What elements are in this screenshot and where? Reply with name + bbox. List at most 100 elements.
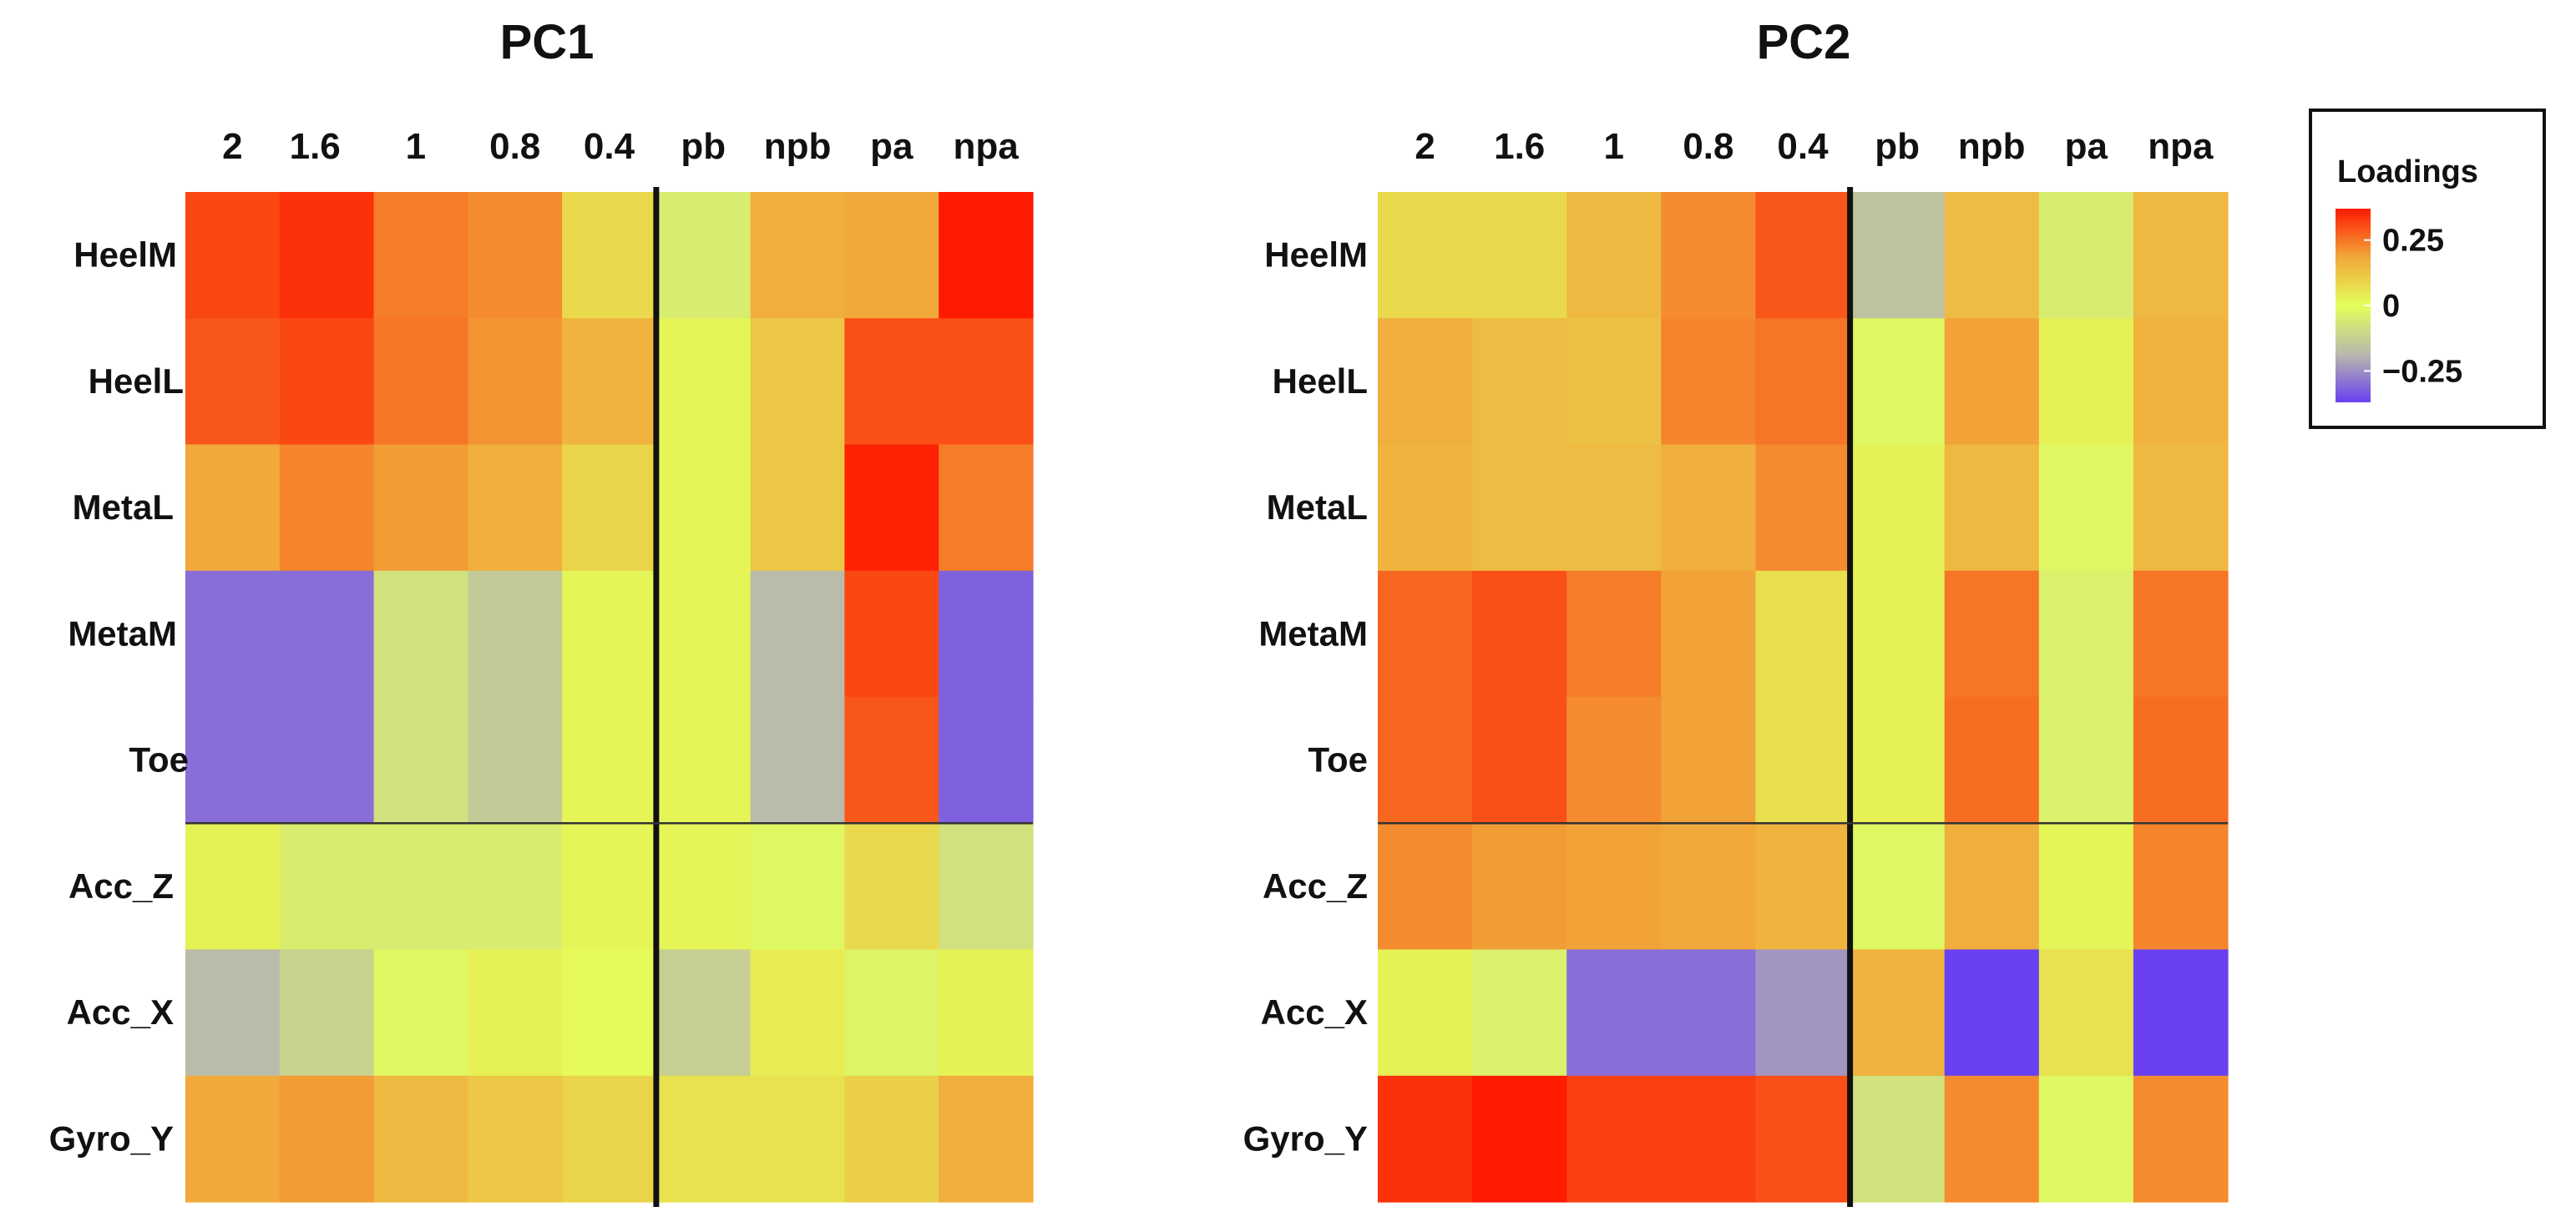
heatmap-cell <box>562 318 657 446</box>
heatmap-cell <box>939 570 1034 698</box>
column-label: 0.8 <box>1683 126 1733 167</box>
heatmap-cell <box>1661 444 1756 572</box>
row-label: Acc_X <box>1261 992 1368 1032</box>
heatmap-cell <box>1944 823 2040 951</box>
column-label: npa <box>953 126 1019 167</box>
heatmap-cells <box>1378 192 2229 1203</box>
heatmap-cell <box>1850 697 1946 824</box>
heatmap-cell <box>2038 823 2134 951</box>
heatmap-cell <box>279 1075 375 1203</box>
heatmap-cell <box>655 1075 752 1203</box>
heatmap-cell <box>1944 192 2040 319</box>
heatmap-cell <box>1755 570 1851 698</box>
heatmap-cell <box>1661 192 1756 319</box>
heatmap-cell <box>1661 1075 1756 1203</box>
heatmap-cell <box>1755 823 1851 951</box>
column-label: pa <box>870 126 913 167</box>
heatmap-cell <box>939 318 1034 446</box>
heatmap-cell <box>562 823 657 951</box>
heatmap-cell <box>939 949 1034 1077</box>
heatmap-cell <box>1472 949 1567 1077</box>
heatmap-cell <box>844 823 939 951</box>
heatmap-cell <box>2133 570 2229 698</box>
heatmap-cell <box>1378 444 1473 572</box>
heatmap-cell <box>1850 823 1946 951</box>
heatmap-cell <box>562 697 657 824</box>
heatmap-cell <box>1661 697 1756 824</box>
heatmap-cells <box>185 192 1034 1203</box>
legend-tick-label: −0.25 <box>2382 354 2462 389</box>
heatmap-cell <box>1755 192 1851 319</box>
heatmap-cell <box>844 192 939 319</box>
heatmap-cell <box>1378 1075 1473 1203</box>
heatmap-cell <box>1472 697 1567 824</box>
heatmap-cell <box>468 318 563 446</box>
heatmap-cell <box>373 570 468 698</box>
heatmap-cell <box>1944 697 2040 824</box>
heatmap-cell <box>939 444 1034 572</box>
heatmap-cell <box>1850 570 1946 698</box>
heatmap-cell <box>1755 1075 1851 1203</box>
heatmap-cell <box>185 570 281 698</box>
heatmap-cell <box>1566 697 1662 824</box>
heatmap-cell <box>1850 318 1946 446</box>
heatmap-cell <box>939 697 1034 824</box>
heatmap-cell <box>1944 1075 2040 1203</box>
heatmap-cell <box>373 192 468 319</box>
column-label: 0.8 <box>489 126 540 167</box>
heatmap-cell <box>2133 1075 2229 1203</box>
heatmap-cell <box>844 1075 939 1203</box>
heatmap-cell <box>373 697 468 824</box>
column-label: 0.4 <box>584 126 635 167</box>
heatmap-cell <box>468 192 563 319</box>
heatmap-cell <box>468 570 563 698</box>
heatmap-cell <box>185 823 281 951</box>
heatmap-cell <box>2038 444 2134 572</box>
heatmap-cell <box>1944 318 2040 446</box>
row-label: MetaM <box>68 613 177 653</box>
heatmap-cell <box>468 949 563 1077</box>
column-label: pa <box>2065 126 2108 167</box>
heatmap-cell <box>185 1075 281 1203</box>
column-label: npa <box>2148 126 2214 167</box>
legend-title: Loadings <box>2337 154 2478 189</box>
heatmap-cell <box>655 697 752 824</box>
heatmap-cell <box>1566 318 1662 446</box>
column-label: 2 <box>1415 126 1435 167</box>
heatmap-cell <box>1755 697 1851 824</box>
legend: Loadings 0.25 0 −0.25 <box>2309 109 2546 429</box>
row-label: Gyro_Y <box>1243 1118 1368 1158</box>
row-label: Acc_Z <box>1263 866 1368 906</box>
heatmap-cell <box>2038 697 2134 824</box>
heatmap-cell <box>279 697 375 824</box>
column-label: 1 <box>1604 126 1624 167</box>
heatmap-cell <box>562 1075 657 1203</box>
pc2-heatmap: PC2 2 1.6 1 0.8 0.4 pb npb pa npa HeelM HeelL MetaL… <box>1243 15 2229 1207</box>
heatmap-cell <box>2133 823 2229 951</box>
heatmap-cell <box>2133 192 2229 319</box>
heatmap-cell <box>1472 1075 1567 1203</box>
heatmap-cell <box>750 570 846 698</box>
heatmap-cell <box>562 192 657 319</box>
heatmap-cell <box>468 444 563 572</box>
heatmap-cell <box>1755 444 1851 572</box>
heatmap-cell <box>1378 697 1473 824</box>
column-label: 1.6 <box>290 126 341 167</box>
pc1-title: PC1 <box>500 15 595 69</box>
heatmap-cell <box>468 823 563 951</box>
heatmap-cell <box>1661 823 1756 951</box>
heatmap-cell <box>939 192 1034 319</box>
heatmap-cell <box>1566 444 1662 572</box>
heatmap-cell <box>844 444 939 572</box>
heatmap-cell <box>1378 570 1473 698</box>
heatmap-cell <box>1944 444 2040 572</box>
pc2-title: PC2 <box>1757 15 1851 69</box>
heatmap-cell <box>750 1075 846 1203</box>
row-label: MetaL <box>73 487 174 527</box>
row-label: HeelL <box>89 361 184 401</box>
heatmap-cell <box>279 570 375 698</box>
column-label: 2 <box>222 126 242 167</box>
row-label: MetaL <box>1267 487 1368 527</box>
row-label: Toe <box>1308 740 1368 780</box>
heatmap-cell <box>844 318 939 446</box>
